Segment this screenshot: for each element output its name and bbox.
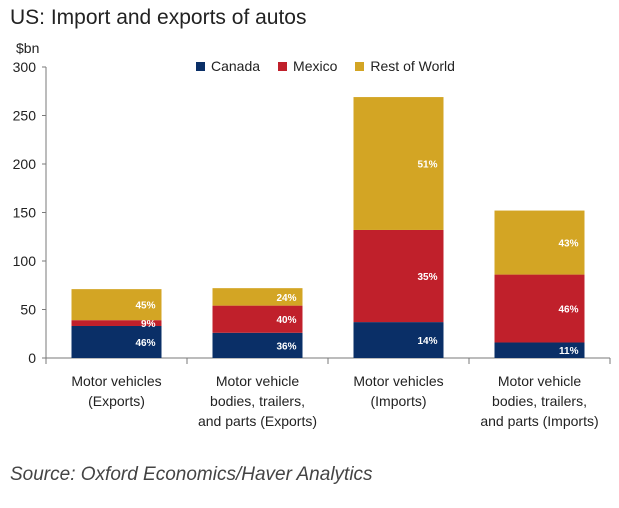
data-label-mexico: 35% [417,272,437,283]
legend-item-rest-of-world: Rest of World [355,58,455,74]
y-tick-label: 0 [28,350,36,366]
bar-segment-mexico [212,305,303,333]
x-category-label: Motor vehicles (Exports) [71,373,161,409]
x-category-label-line: and parts (Imports) [480,413,598,429]
bar-segment-mexico [353,229,444,323]
legend-label-canada: Canada [211,58,261,74]
x-category-label: Motor vehicle bodies, trailers, and parts … [480,373,598,429]
data-label-mexico: 40% [276,315,296,326]
legend-label-mexico: Mexico [293,58,338,74]
legend-label-rest-of-world: Rest of World [370,58,455,74]
x-category-label: Motor vehicles (Imports) [353,373,443,409]
source-note: Source: Oxford Economics/Haver Analytics [10,464,373,485]
y-tick-label: 300 [13,59,37,75]
legend-swatch-canada [196,61,205,71]
data-label-rest-of-world: 51% [417,160,437,171]
y-tick-label: 200 [13,156,37,172]
bar-segment-canada [494,342,585,358]
x-category-label-line: Motor vehicle [216,373,299,389]
legend-item-mexico: Mexico [278,58,337,74]
y-tick-label: 100 [13,253,37,269]
bar-segment-rest-of-world [212,288,303,306]
x-category-label-line: and parts (Exports) [198,413,317,429]
data-label-canada: 14% [417,336,437,347]
data-label-rest-of-world: 45% [135,301,155,312]
x-category-label-line: bodies, trailers, [492,393,587,409]
bar-segment-mexico [494,274,585,343]
x-category-label-line: Motor vehicles [353,373,443,389]
bar-segment-rest-of-world [494,210,585,275]
data-label-canada: 36% [276,341,296,352]
chart-legend: Canada Mexico Rest of World [196,58,473,74]
x-category-label-line: bodies, trailers, [210,393,305,409]
x-category-label-line: (Imports) [371,393,427,409]
y-tick-label: 250 [13,108,37,124]
legend-swatch-rest-of-world [355,61,365,71]
bar-segment-canada [353,322,444,358]
y-tick-label: 50 [20,302,36,318]
y-axis-unit-label: $bn [16,40,40,56]
bar-segment-rest-of-world [353,97,444,230]
bar-segment-canada [71,325,162,358]
data-label-canada: 46% [135,338,155,349]
bar-segment-canada [212,332,303,358]
data-label-rest-of-world: 24% [276,293,296,304]
legend-item-canada: Canada [196,58,260,74]
data-label-rest-of-world: 43% [558,239,578,250]
data-label-mexico: 46% [558,305,578,316]
y-tick-label: 150 [13,205,37,221]
x-category-label: Motor vehicle bodies, trailers, and parts … [198,373,317,429]
x-category-label-line: Motor vehicles [71,373,161,389]
chart-title: US: Import and exports of autos [10,6,307,29]
bar-segment-rest-of-world [71,289,162,321]
data-label-mexico: 9% [141,319,156,330]
data-label-canada: 11% [559,346,579,357]
x-category-label-line: (Exports) [88,393,145,409]
bar-segment-mexico [71,320,162,326]
x-category-label-line: Motor vehicle [498,373,581,389]
legend-swatch-mexico [278,61,288,71]
